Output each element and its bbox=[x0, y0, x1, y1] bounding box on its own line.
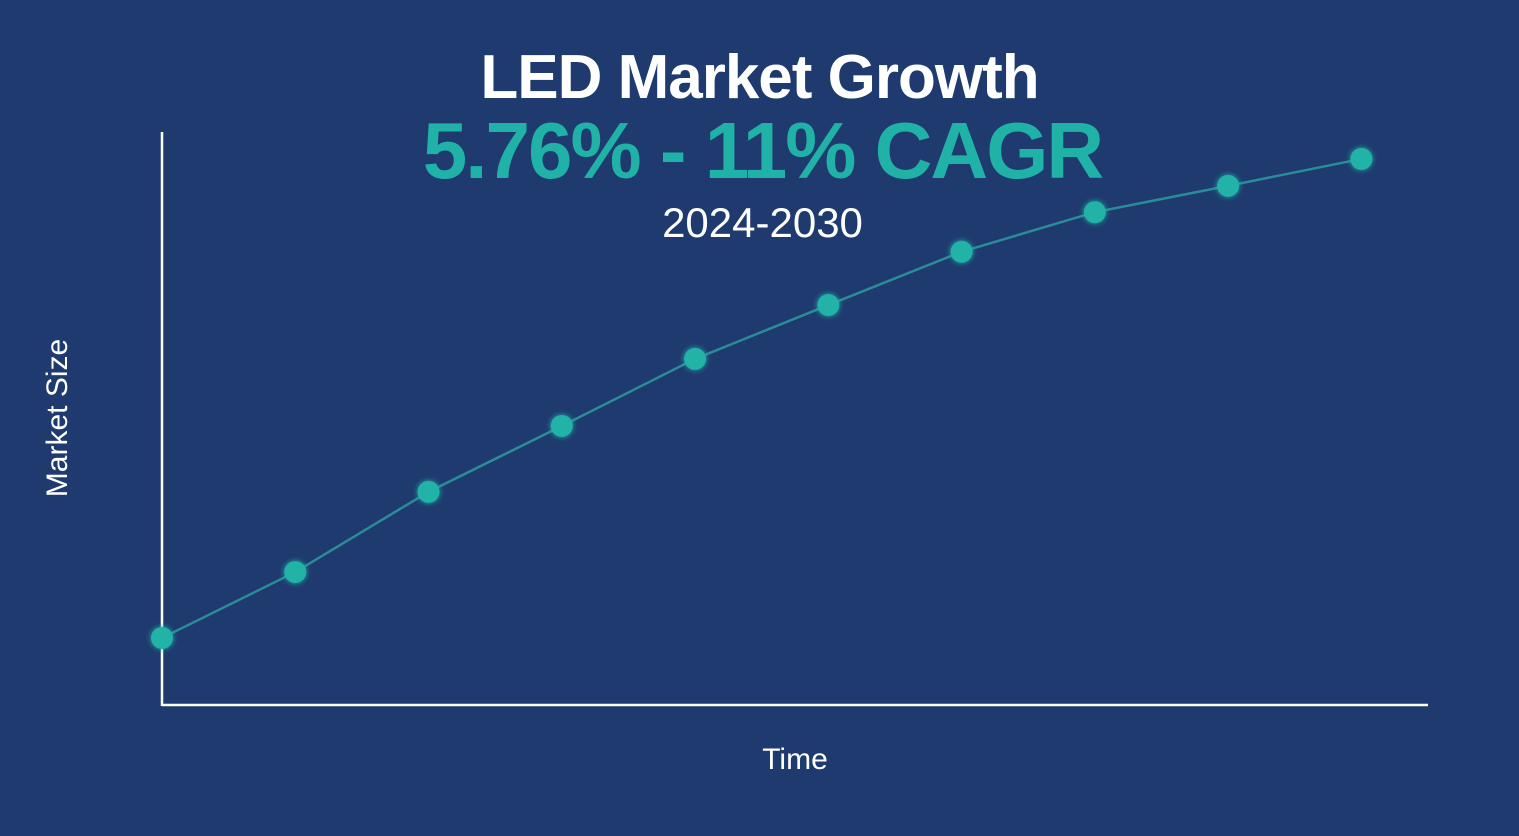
y-axis-label: Market Size bbox=[41, 338, 74, 498]
data-point bbox=[151, 626, 173, 649]
data-point bbox=[684, 347, 707, 370]
chart-title: LED Market Growth bbox=[480, 43, 1039, 112]
series-line bbox=[161, 157, 1362, 640]
data-point bbox=[284, 561, 307, 584]
data-point bbox=[1083, 201, 1106, 224]
data-point bbox=[817, 294, 840, 317]
data-point bbox=[950, 240, 973, 263]
data-point bbox=[417, 480, 440, 503]
x-axis-label: Time bbox=[762, 743, 828, 776]
chart-subtitle: 5.76% - 11% CAGR bbox=[422, 106, 1104, 195]
data-point bbox=[1217, 174, 1240, 197]
data-point bbox=[1350, 147, 1373, 170]
data-point bbox=[550, 414, 573, 437]
chart-period: 2024-2030 bbox=[662, 199, 863, 246]
